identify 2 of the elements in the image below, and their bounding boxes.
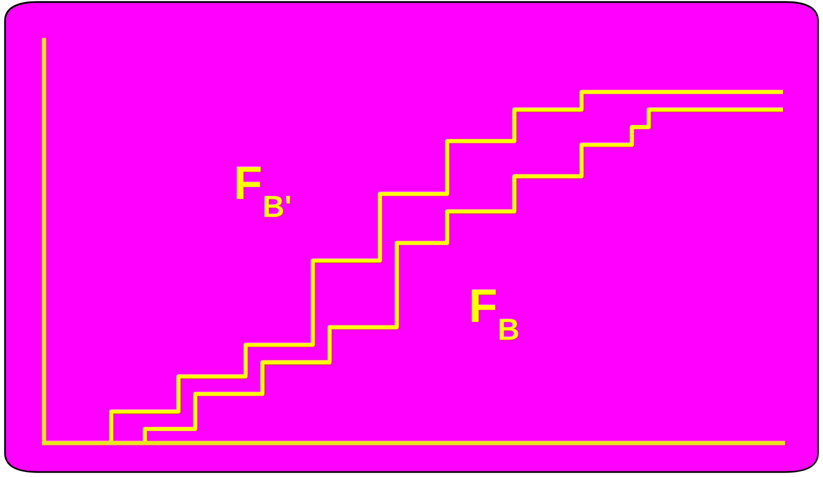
series-label: FB bbox=[472, 289, 518, 340]
series-label: FB' bbox=[236, 166, 290, 217]
